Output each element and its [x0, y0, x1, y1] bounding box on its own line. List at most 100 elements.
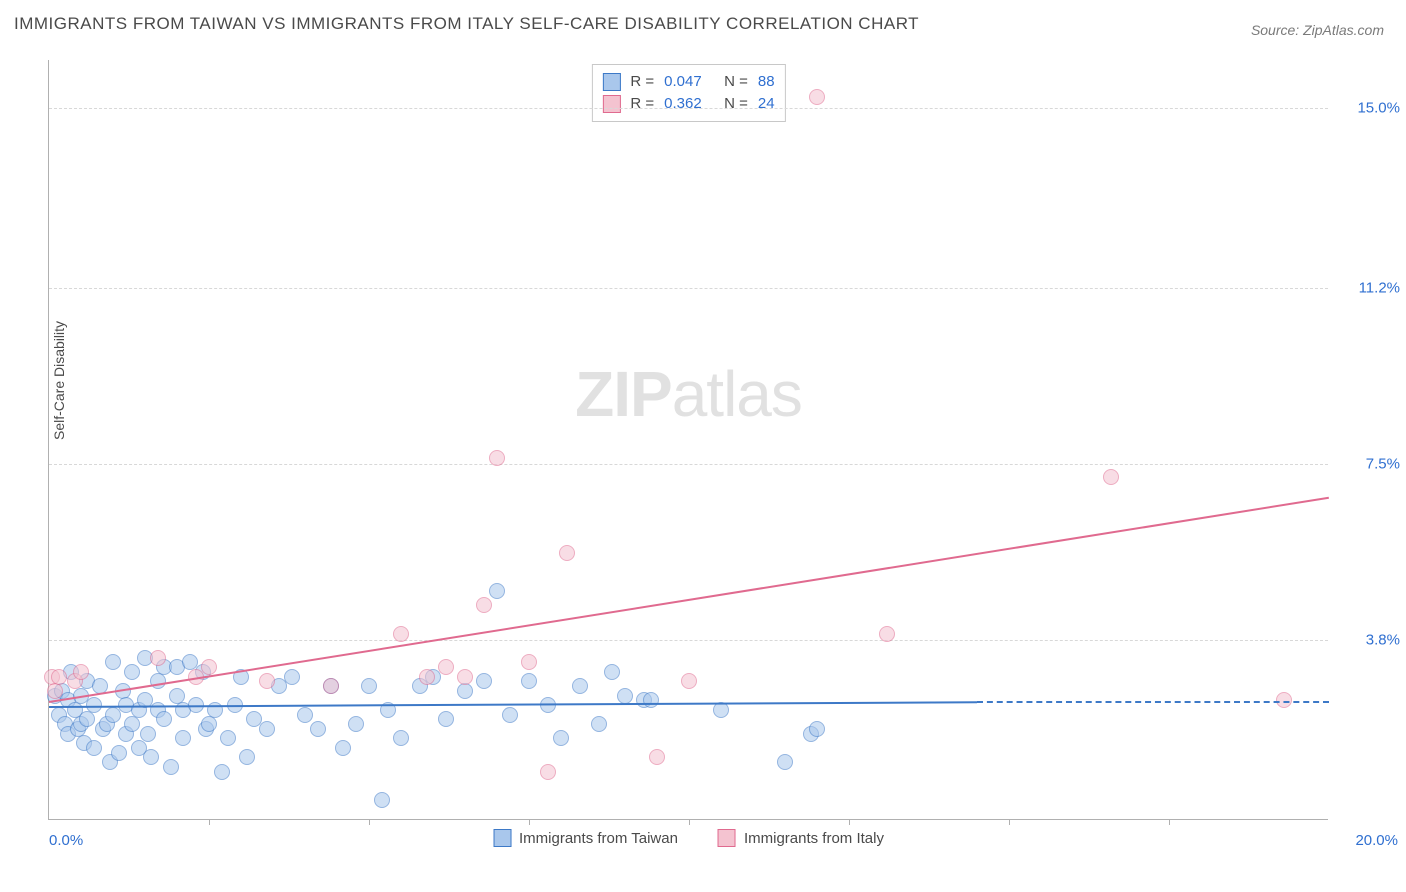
legend-n-label: N = [724, 71, 748, 93]
y-axis-label: Self-Care Disability [51, 320, 67, 439]
legend-n-value: 24 [758, 93, 775, 115]
data-point [105, 654, 121, 670]
data-point [259, 673, 275, 689]
legend-series-name: Immigrants from Italy [744, 830, 884, 847]
legend-n-value: 88 [758, 71, 775, 93]
data-point [284, 669, 300, 685]
legend-row: R = 0.047 N = 88 [602, 71, 774, 93]
data-point [51, 669, 67, 685]
x-tick [1009, 819, 1010, 825]
legend-item: Immigrants from Taiwan [493, 829, 678, 847]
y-tick-label: 3.8% [1340, 631, 1400, 648]
data-point [220, 730, 236, 746]
data-point [150, 650, 166, 666]
data-point [502, 707, 518, 723]
data-point [393, 626, 409, 642]
legend-r-label: R = [630, 71, 654, 93]
data-point [419, 669, 435, 685]
legend-n-label: N = [724, 93, 748, 115]
x-tick [1169, 819, 1170, 825]
data-point [643, 692, 659, 708]
data-point [617, 688, 633, 704]
data-point [297, 707, 313, 723]
data-point [259, 721, 275, 737]
y-tick-label: 7.5% [1340, 455, 1400, 472]
x-tick [369, 819, 370, 825]
legend-series-name: Immigrants from Taiwan [519, 830, 678, 847]
data-point [175, 730, 191, 746]
legend-r-value: 0.362 [664, 93, 714, 115]
legend-swatch [602, 95, 620, 113]
gridline [49, 464, 1328, 465]
data-point [140, 726, 156, 742]
data-point [124, 664, 140, 680]
gridline [49, 288, 1328, 289]
data-point [809, 89, 825, 105]
watermark-atlas: atlas [672, 358, 802, 430]
data-point [553, 730, 569, 746]
data-point [1276, 692, 1292, 708]
x-min-label: 0.0% [49, 832, 83, 849]
data-point [335, 740, 351, 756]
data-point [348, 716, 364, 732]
data-point [604, 664, 620, 680]
watermark: ZIPatlas [575, 357, 802, 431]
data-point [143, 749, 159, 765]
data-point [239, 749, 255, 765]
data-point [476, 597, 492, 613]
trend-line [977, 701, 1329, 703]
legend-swatch [718, 829, 736, 847]
data-point [1103, 469, 1119, 485]
data-point [777, 754, 793, 770]
data-point [521, 673, 537, 689]
data-point [150, 673, 166, 689]
data-point [649, 749, 665, 765]
data-point [374, 792, 390, 808]
data-point [214, 764, 230, 780]
legend-r-label: R = [630, 93, 654, 115]
data-point [540, 764, 556, 780]
legend-r-value: 0.047 [664, 71, 714, 93]
data-point [476, 673, 492, 689]
data-point [156, 711, 172, 727]
data-point [79, 711, 95, 727]
data-point [457, 669, 473, 685]
data-point [323, 678, 339, 694]
watermark-zip: ZIP [575, 358, 672, 430]
data-point [489, 450, 505, 466]
data-point [879, 626, 895, 642]
x-tick [209, 819, 210, 825]
series-legend: Immigrants from Taiwan Immigrants from It… [493, 829, 884, 847]
data-point [201, 716, 217, 732]
data-point [591, 716, 607, 732]
x-tick [529, 819, 530, 825]
data-point [457, 683, 473, 699]
correlation-legend: R = 0.047 N = 88 R = 0.362 N = 24 [591, 64, 785, 122]
data-point [572, 678, 588, 694]
data-point [559, 545, 575, 561]
x-tick [849, 819, 850, 825]
data-point [73, 664, 89, 680]
data-point [438, 659, 454, 675]
source-label: Source: ZipAtlas.com [1251, 22, 1384, 38]
legend-swatch [493, 829, 511, 847]
data-point [163, 759, 179, 775]
data-point [361, 678, 377, 694]
data-point [86, 740, 102, 756]
data-point [310, 721, 326, 737]
x-tick [689, 819, 690, 825]
data-point [521, 654, 537, 670]
gridline [49, 108, 1328, 109]
x-max-label: 20.0% [1355, 832, 1398, 849]
data-point [124, 716, 140, 732]
legend-swatch [602, 73, 620, 91]
data-point [809, 721, 825, 737]
plot-area: Self-Care Disability ZIPatlas R = 0.047 N … [48, 60, 1328, 820]
data-point [393, 730, 409, 746]
legend-row: R = 0.362 N = 24 [602, 93, 774, 115]
data-point [489, 583, 505, 599]
chart-title: IMMIGRANTS FROM TAIWAN VS IMMIGRANTS FRO… [14, 14, 919, 34]
data-point [47, 683, 63, 699]
gridline [49, 640, 1328, 641]
legend-item: Immigrants from Italy [718, 829, 884, 847]
